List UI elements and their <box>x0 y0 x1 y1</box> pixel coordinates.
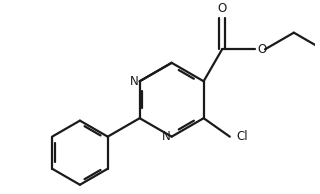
Text: O: O <box>218 2 227 15</box>
Text: N: N <box>162 130 170 143</box>
Text: O: O <box>257 43 267 56</box>
Text: Cl: Cl <box>236 130 248 143</box>
Text: N: N <box>130 75 138 88</box>
